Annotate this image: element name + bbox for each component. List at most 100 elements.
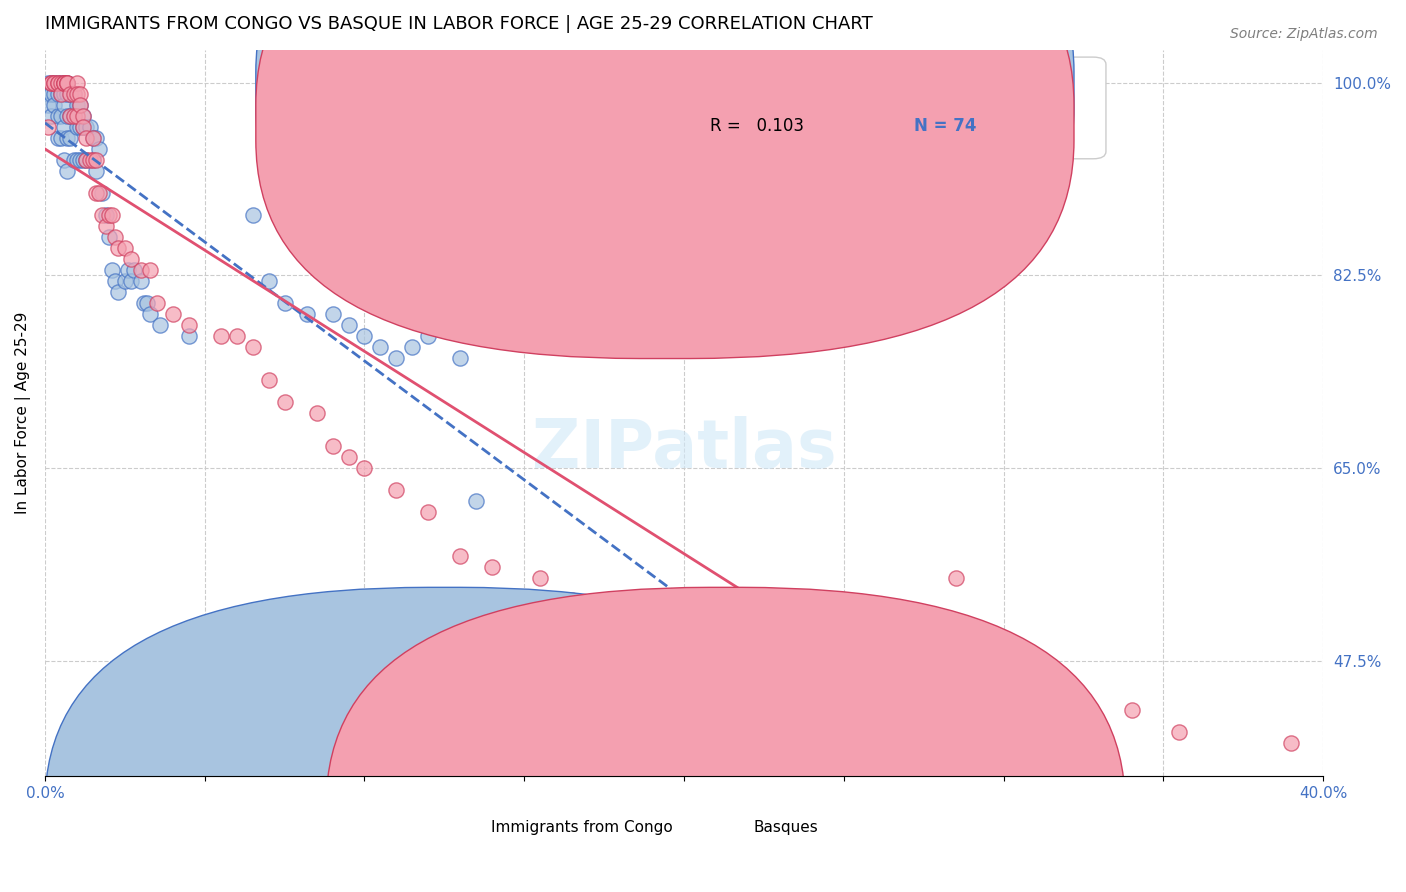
Point — [39, 76, 62, 90]
Point — [449, 351, 471, 365]
Point — [136, 296, 159, 310]
Point — [94, 208, 117, 222]
Point — [897, 604, 920, 618]
Point — [59, 109, 82, 123]
Point — [72, 120, 94, 134]
Point — [401, 340, 423, 354]
Point — [39, 76, 62, 90]
Point — [120, 274, 142, 288]
Point — [104, 274, 127, 288]
FancyBboxPatch shape — [256, 0, 1074, 359]
Point — [465, 494, 488, 508]
Point — [1025, 659, 1047, 673]
Point — [84, 131, 107, 145]
Point — [62, 153, 84, 167]
Point — [37, 98, 59, 112]
Point — [385, 351, 408, 365]
Point — [84, 153, 107, 167]
Point — [209, 329, 232, 343]
Point — [177, 329, 200, 343]
Point — [322, 307, 344, 321]
Point — [370, 340, 392, 354]
Point — [79, 153, 101, 167]
Text: Immigrants from Congo: Immigrants from Congo — [491, 820, 672, 835]
Point — [62, 109, 84, 123]
Point — [56, 131, 79, 145]
Point — [44, 76, 66, 90]
Point — [49, 76, 72, 90]
Y-axis label: In Labor Force | Age 25-29: In Labor Force | Age 25-29 — [15, 312, 31, 514]
Point — [62, 109, 84, 123]
Point — [59, 131, 82, 145]
Point — [62, 87, 84, 101]
Point — [44, 98, 66, 112]
Point — [84, 164, 107, 178]
Text: R = -0.009: R = -0.009 — [710, 81, 799, 99]
Point — [849, 692, 872, 706]
Point — [225, 329, 247, 343]
Point — [56, 76, 79, 90]
Point — [53, 76, 76, 90]
Point — [69, 120, 91, 134]
Point — [46, 76, 69, 90]
Point — [66, 153, 89, 167]
Point — [56, 109, 79, 123]
Point — [353, 461, 375, 475]
Point — [69, 87, 91, 101]
Text: IMMIGRANTS FROM CONGO VS BASQUE IN LABOR FORCE | AGE 25-29 CORRELATION CHART: IMMIGRANTS FROM CONGO VS BASQUE IN LABOR… — [45, 15, 873, 33]
Point — [49, 87, 72, 101]
Point — [62, 87, 84, 101]
Point — [129, 263, 152, 277]
Point — [39, 76, 62, 90]
Point — [295, 307, 318, 321]
Point — [91, 208, 114, 222]
Point — [273, 296, 295, 310]
Point — [59, 87, 82, 101]
Point — [120, 252, 142, 266]
Point — [132, 296, 155, 310]
Point — [75, 131, 97, 145]
Point — [37, 120, 59, 134]
Point — [37, 87, 59, 101]
Text: Source: ZipAtlas.com: Source: ZipAtlas.com — [1230, 27, 1378, 41]
Point — [53, 87, 76, 101]
Point — [139, 263, 162, 277]
Point — [72, 109, 94, 123]
Point — [46, 87, 69, 101]
Point — [107, 241, 129, 255]
Point — [305, 406, 328, 420]
Point — [49, 87, 72, 101]
Point — [242, 340, 264, 354]
Point — [273, 395, 295, 409]
Point — [82, 131, 104, 145]
Point — [529, 571, 551, 585]
Point — [1168, 725, 1191, 739]
Point — [162, 307, 184, 321]
Point — [82, 131, 104, 145]
Point — [53, 76, 76, 90]
Point — [49, 76, 72, 90]
Text: R =   0.103: R = 0.103 — [710, 117, 804, 135]
Point — [72, 120, 94, 134]
Point — [242, 208, 264, 222]
Point — [75, 120, 97, 134]
Point — [817, 670, 839, 684]
Point — [337, 450, 360, 464]
FancyBboxPatch shape — [607, 57, 1107, 159]
Point — [97, 230, 120, 244]
Point — [69, 98, 91, 112]
Point — [72, 153, 94, 167]
Point — [69, 153, 91, 167]
Point — [53, 120, 76, 134]
Point — [561, 593, 583, 607]
Point — [91, 186, 114, 200]
Point — [53, 98, 76, 112]
Point — [46, 131, 69, 145]
Point — [149, 318, 172, 332]
Point — [75, 153, 97, 167]
Point — [177, 318, 200, 332]
Point — [593, 626, 616, 640]
Point — [257, 274, 280, 288]
Point — [79, 120, 101, 134]
Point — [449, 549, 471, 563]
